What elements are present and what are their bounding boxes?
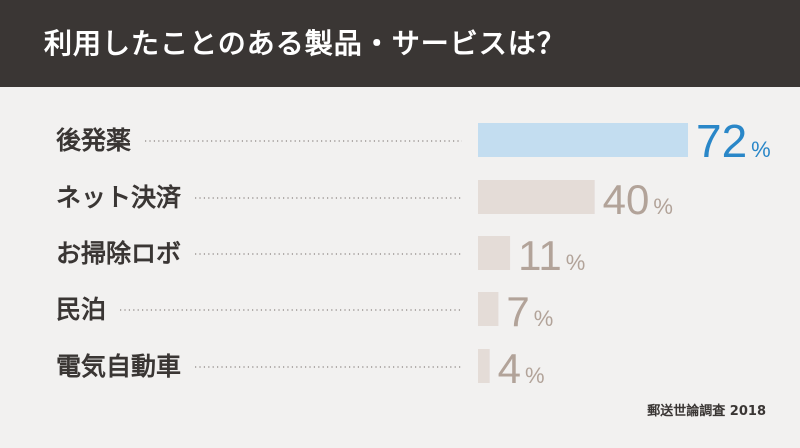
category-label: 民泊 <box>56 295 106 324</box>
source-note: 郵送世論調査 2018 <box>647 404 766 419</box>
value-unit: % <box>751 137 771 162</box>
value-unit: % <box>525 363 545 388</box>
value-number: 7 <box>506 288 529 335</box>
bar <box>478 180 595 214</box>
value-label: 7% <box>506 288 553 335</box>
bar <box>478 123 688 157</box>
bar <box>478 236 511 270</box>
header-bar: 利用したことのある製品・サービスは？ <box>0 0 800 87</box>
value-label: 4% <box>498 345 545 392</box>
value-label: 72% <box>696 115 771 167</box>
bar <box>478 349 490 383</box>
value-label: 11% <box>518 232 585 279</box>
value-unit: % <box>653 194 673 219</box>
value-number: 72 <box>696 115 747 167</box>
category-label: 後発薬 <box>56 126 131 155</box>
category-label: 電気自動車 <box>56 352 181 381</box>
category-label: ネット決済 <box>56 183 182 212</box>
value-number: 40 <box>603 176 650 223</box>
value-number: 4 <box>498 345 521 392</box>
value-label: 40% <box>603 176 673 223</box>
value-unit: % <box>566 250 586 275</box>
value-number: 11 <box>518 232 562 279</box>
horizontal-bar-chart: 後発薬 72 % ネット決済 40 % お掃除ロボ 11 % 民泊 7 % 電気自動車 4% <box>56 115 771 392</box>
value-unit: % <box>534 306 554 331</box>
page-title: 利用したことのある製品・サービスは？ <box>44 27 566 60</box>
category-label: お掃除ロボ <box>56 239 181 268</box>
bar <box>478 292 499 326</box>
